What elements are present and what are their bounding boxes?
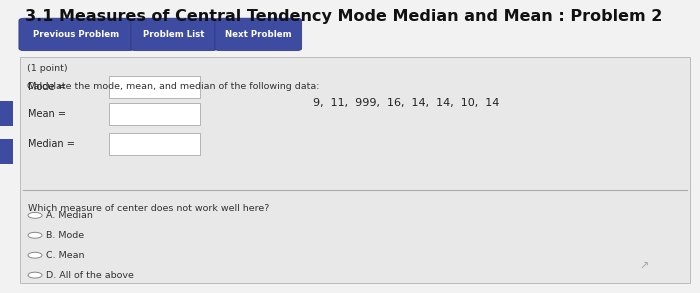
- Text: Which measure of center does not work well here?: Which measure of center does not work we…: [28, 204, 270, 213]
- Text: (1 point): (1 point): [27, 64, 67, 74]
- Text: C. Mean: C. Mean: [46, 251, 85, 260]
- Circle shape: [28, 232, 42, 238]
- Text: A. Median: A. Median: [46, 211, 93, 220]
- Text: ↗: ↗: [639, 262, 649, 272]
- Circle shape: [28, 272, 42, 278]
- Text: 3.1 Measures of Central Tendency Mode Median and Mean : Problem 2: 3.1 Measures of Central Tendency Mode Me…: [25, 9, 662, 24]
- Bar: [0, 139, 13, 164]
- Bar: [108, 76, 200, 98]
- Text: D. All of the above: D. All of the above: [46, 271, 134, 280]
- Text: B. Mode: B. Mode: [46, 231, 84, 240]
- FancyBboxPatch shape: [19, 18, 134, 51]
- Text: Median =: Median =: [28, 139, 75, 149]
- Text: Calculate the mode, mean, and median of the following data:: Calculate the mode, mean, and median of …: [27, 82, 319, 91]
- Text: Mean =: Mean =: [28, 108, 66, 119]
- Text: Previous Problem: Previous Problem: [33, 30, 120, 39]
- Circle shape: [28, 212, 42, 218]
- Bar: [20, 57, 690, 283]
- Bar: [108, 133, 200, 155]
- Text: Next Problem: Next Problem: [225, 30, 292, 39]
- Bar: [0, 101, 13, 126]
- Text: Mode =: Mode =: [28, 82, 66, 92]
- FancyBboxPatch shape: [131, 18, 217, 51]
- Text: 9,  11,  999,  16,  14,  14,  10,  14: 9, 11, 999, 16, 14, 14, 10, 14: [313, 98, 499, 108]
- FancyBboxPatch shape: [215, 18, 302, 51]
- Bar: [108, 103, 200, 125]
- Text: Problem List: Problem List: [144, 30, 204, 39]
- Circle shape: [28, 252, 42, 258]
